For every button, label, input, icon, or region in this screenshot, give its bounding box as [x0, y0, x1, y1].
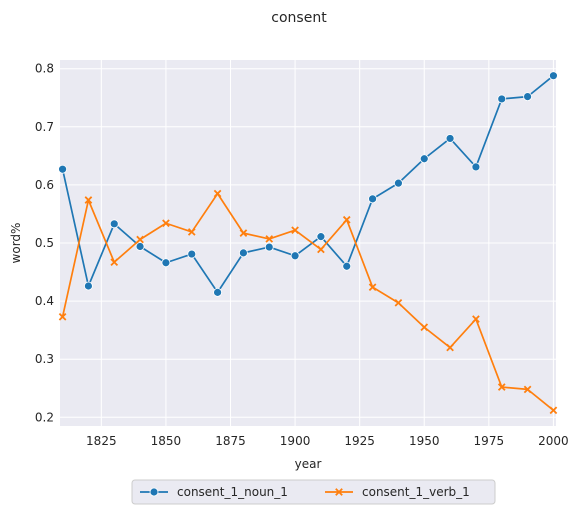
data-point	[264, 242, 274, 252]
data-point	[497, 383, 506, 391]
data-point	[497, 94, 507, 104]
y-tick-label: 0.2	[35, 410, 54, 424]
x-tick-label: 1950	[409, 434, 440, 448]
data-point	[265, 235, 274, 243]
data-point	[317, 245, 325, 254]
data-point	[420, 323, 429, 332]
data-point	[213, 287, 222, 297]
data-point	[161, 258, 171, 268]
y-tick-label: 0.5	[35, 236, 54, 250]
data-point	[136, 235, 144, 244]
x-tick-label: 1975	[474, 434, 505, 448]
series-layer	[58, 71, 558, 415]
data-point	[472, 315, 480, 323]
series-2	[58, 189, 558, 415]
y-tick-label: 0.4	[35, 294, 54, 308]
legend-label: consent_1_noun_1	[177, 485, 288, 499]
data-point	[316, 232, 326, 242]
data-point	[446, 343, 454, 352]
data-point	[394, 178, 403, 188]
data-point	[342, 261, 352, 271]
data-point	[58, 164, 67, 174]
series-line	[61, 192, 554, 411]
data-point	[368, 194, 377, 204]
y-tick-label: 0.7	[35, 120, 54, 134]
x-tick-label: 1925	[344, 434, 375, 448]
y-tick-label: 0.6	[35, 178, 54, 192]
x-tick-label: 1900	[280, 434, 311, 448]
y-axis-label: word%	[9, 223, 23, 264]
y-tick-label: 0.3	[35, 352, 54, 366]
x-axis-label: year	[295, 457, 322, 471]
data-point	[471, 162, 481, 172]
data-point	[523, 92, 532, 101]
data-point	[394, 299, 403, 307]
x-tick-label: 1850	[151, 434, 182, 448]
x-tick-label: 2000	[538, 434, 569, 448]
data-point	[187, 249, 197, 259]
data-point	[109, 219, 119, 229]
legend: consent_1_noun_1 consent_1_verb_1	[131, 479, 496, 505]
series-1	[58, 71, 558, 297]
x-tick-label: 1825	[86, 434, 117, 448]
legend-marker	[149, 487, 159, 497]
tick-labels: 1825 1850 1875 1900 1925 1950 1975 2000 0.2 0.3 0.…	[35, 62, 569, 448]
data-point	[58, 312, 67, 321]
data-point	[162, 219, 170, 228]
data-point	[445, 134, 455, 143]
data-point	[523, 385, 532, 394]
data-point	[135, 242, 145, 251]
legend-box	[131, 479, 496, 505]
data-point	[187, 228, 196, 236]
data-point	[419, 154, 429, 164]
data-point	[342, 215, 351, 224]
data-point	[291, 226, 299, 235]
data-point	[239, 229, 248, 237]
data-point	[368, 283, 377, 291]
data-point	[239, 248, 248, 258]
x-tick-label: 1875	[215, 434, 246, 448]
chart-title: consent	[271, 10, 327, 26]
data-point	[549, 71, 558, 81]
data-point	[290, 251, 300, 261]
legend-marker	[335, 488, 343, 496]
data-point	[549, 406, 558, 415]
data-point	[84, 196, 93, 204]
data-point	[110, 258, 119, 267]
legend-label: consent_1_verb_1	[362, 485, 470, 499]
data-point	[213, 189, 222, 198]
gridlines	[60, 60, 556, 426]
data-point	[84, 281, 93, 291]
y-tick-label: 0.8	[35, 62, 54, 76]
series-line	[61, 75, 554, 294]
